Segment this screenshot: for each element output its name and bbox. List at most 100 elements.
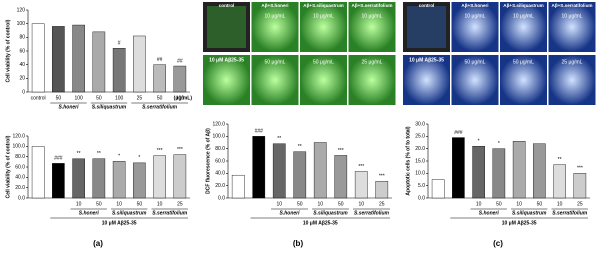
bar: [52, 163, 65, 199]
micrograph: [251, 55, 299, 105]
y-tick-label: 10.0: [415, 171, 425, 177]
dose-label: 50 μg/mL: [265, 59, 286, 65]
image-label: 10 μM Aβ25-35: [409, 57, 444, 63]
panel-label: (a): [93, 239, 103, 248]
bar: [573, 173, 587, 199]
x-tick-label: 10: [276, 201, 282, 207]
bar: [272, 143, 286, 199]
y-tick-label: 40.0: [15, 175, 25, 181]
image-label: 10 μM Aβ25-35: [209, 57, 244, 63]
y-tick-label: 25.0: [415, 134, 425, 140]
micrograph: [348, 2, 396, 52]
x-tick-label: 50: [96, 201, 102, 207]
y-tick-label: 20.0: [15, 185, 25, 191]
y-axis-label: Apoptotic cells (% of to total): [405, 126, 411, 195]
image-label: Aβ+S.honeri: [461, 3, 488, 8]
significance-label: *: [118, 154, 120, 160]
micrograph: [451, 55, 499, 105]
bar: [492, 148, 506, 199]
group-label: S.serratifolium: [142, 104, 178, 110]
image-label: Aβ+S.serratifolium: [552, 3, 593, 8]
bar: [133, 162, 146, 199]
treatment-label: 10 μM Aβ25-35: [102, 220, 137, 226]
dose-label: 50 μg/mL: [513, 59, 534, 65]
micrograph: [300, 2, 347, 52]
bar: [354, 171, 368, 199]
significance-label: ***: [338, 148, 344, 154]
bar: [293, 151, 307, 199]
image-label: Aβ+S.honeri: [261, 3, 288, 8]
x-tick-label: 10: [358, 201, 364, 207]
dose-label: 10 μg/mL: [265, 13, 286, 19]
micrograph: [548, 2, 596, 52]
micrograph: [403, 2, 450, 52]
micrograph: [500, 55, 547, 105]
x-tick-label: 100: [115, 95, 124, 101]
y-tick-label: 5.0: [418, 183, 425, 189]
unit-label: (μg/mL): [174, 95, 193, 101]
bar: [431, 179, 445, 199]
group-label: S.siliquastrum: [112, 210, 147, 216]
y-tick-label: 20.0: [215, 183, 225, 189]
micrograph: [451, 2, 499, 52]
significance-label: ***: [577, 166, 583, 172]
y-tick-label: 40: [19, 62, 25, 68]
bar: [133, 35, 146, 93]
group-label: S.siliquastrum: [512, 210, 547, 216]
x-tick-label: 50: [137, 201, 143, 207]
x-tick-label: 100: [176, 95, 185, 101]
group-label: S.honeri: [58, 104, 79, 110]
group-label: S.honeri: [479, 210, 500, 216]
significance-label: ##: [177, 58, 183, 64]
y-tick-label: 100: [17, 21, 26, 27]
bar: [31, 23, 45, 93]
significance-label: **: [97, 151, 101, 157]
dose-label: 10 μg/mL: [465, 13, 486, 19]
bar: [153, 64, 166, 93]
dose-label: 50 μg/mL: [313, 59, 334, 65]
bar: [112, 48, 126, 93]
x-tick-label: 25: [379, 201, 385, 207]
bar: [173, 65, 187, 93]
y-tick-label: 100.0: [212, 134, 225, 140]
bar: [72, 158, 85, 199]
bar: [92, 158, 106, 199]
image-label: Aβ+S.siliquastrum: [303, 3, 343, 8]
bar: [92, 31, 106, 93]
x-tick-label: 25: [137, 95, 143, 101]
micrograph: [203, 55, 250, 105]
y-tick-label: 30.0: [415, 121, 425, 127]
bar: [512, 141, 526, 199]
significance-label: ###: [454, 130, 463, 136]
x-tick-label: 25: [177, 201, 183, 207]
group-label: S.honeri: [79, 210, 100, 216]
dose-label: 50 μg/mL: [465, 59, 486, 65]
y-tick-label: 80.0: [215, 146, 225, 152]
bar: [231, 174, 245, 199]
x-tick-label: 50: [537, 201, 543, 207]
dose-label: 10 μg/mL: [562, 13, 583, 19]
group-label: S.siliquastrum: [313, 210, 348, 216]
y-tick-label: 80: [19, 35, 25, 41]
panel-label: (b): [293, 239, 304, 248]
group-label: S.serratifolium: [354, 210, 390, 216]
significance-label: ***: [177, 147, 183, 153]
y-tick-label: 120: [17, 7, 26, 13]
bar: [252, 136, 266, 199]
treatment-label: 10 μM Aβ25-35: [502, 220, 537, 226]
bar: [334, 155, 348, 199]
x-tick-label: 10: [317, 201, 323, 207]
x-tick-label: 50: [56, 95, 62, 101]
bar: [72, 24, 85, 93]
y-tick-label: 60: [19, 48, 25, 54]
significance-label: *: [138, 155, 140, 161]
x-tick-label: 10: [76, 201, 82, 207]
significance-label: ***: [358, 164, 364, 170]
y-tick-label: 15.0: [415, 158, 425, 164]
x-tick-label: 10: [516, 201, 522, 207]
group-label: S.serratifolium: [152, 210, 188, 216]
significance-label: ###: [54, 156, 63, 162]
image-label: Aβ+S.serratifolium: [352, 3, 393, 8]
y-tick-label: 0.0: [18, 195, 25, 201]
bar: [153, 155, 166, 199]
